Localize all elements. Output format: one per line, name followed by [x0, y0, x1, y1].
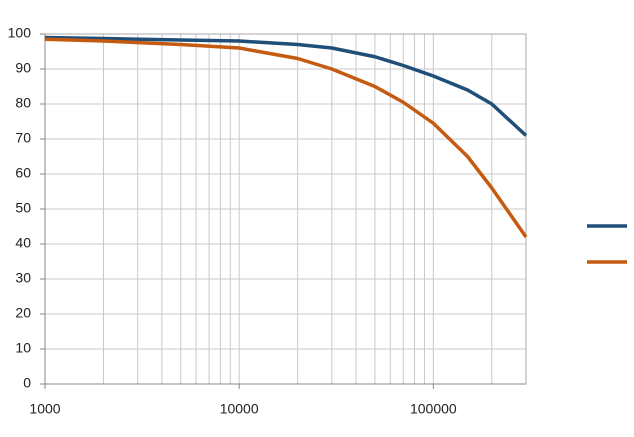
y-tick-label: 40: [15, 235, 31, 251]
y-tick-label: 70: [15, 130, 31, 146]
series-line: [44, 35, 528, 137]
x-tick-label: 10000: [220, 401, 259, 417]
y-tick-label: 50: [15, 200, 31, 216]
series-line: [44, 37, 528, 239]
y-tick-label: 90: [15, 60, 31, 76]
x-tick-label: 1000: [29, 401, 60, 417]
y-tick-label: 0: [23, 375, 31, 391]
y-tick-label: 100: [8, 25, 32, 41]
y-tick-label: 20: [15, 305, 31, 321]
x-tick-label: 100000: [410, 401, 457, 417]
y-tick-label: 30: [15, 270, 31, 286]
y-tick-label: 80: [15, 95, 31, 111]
y-tick-label: 10: [15, 340, 31, 356]
y-tick-label: 60: [15, 165, 31, 181]
